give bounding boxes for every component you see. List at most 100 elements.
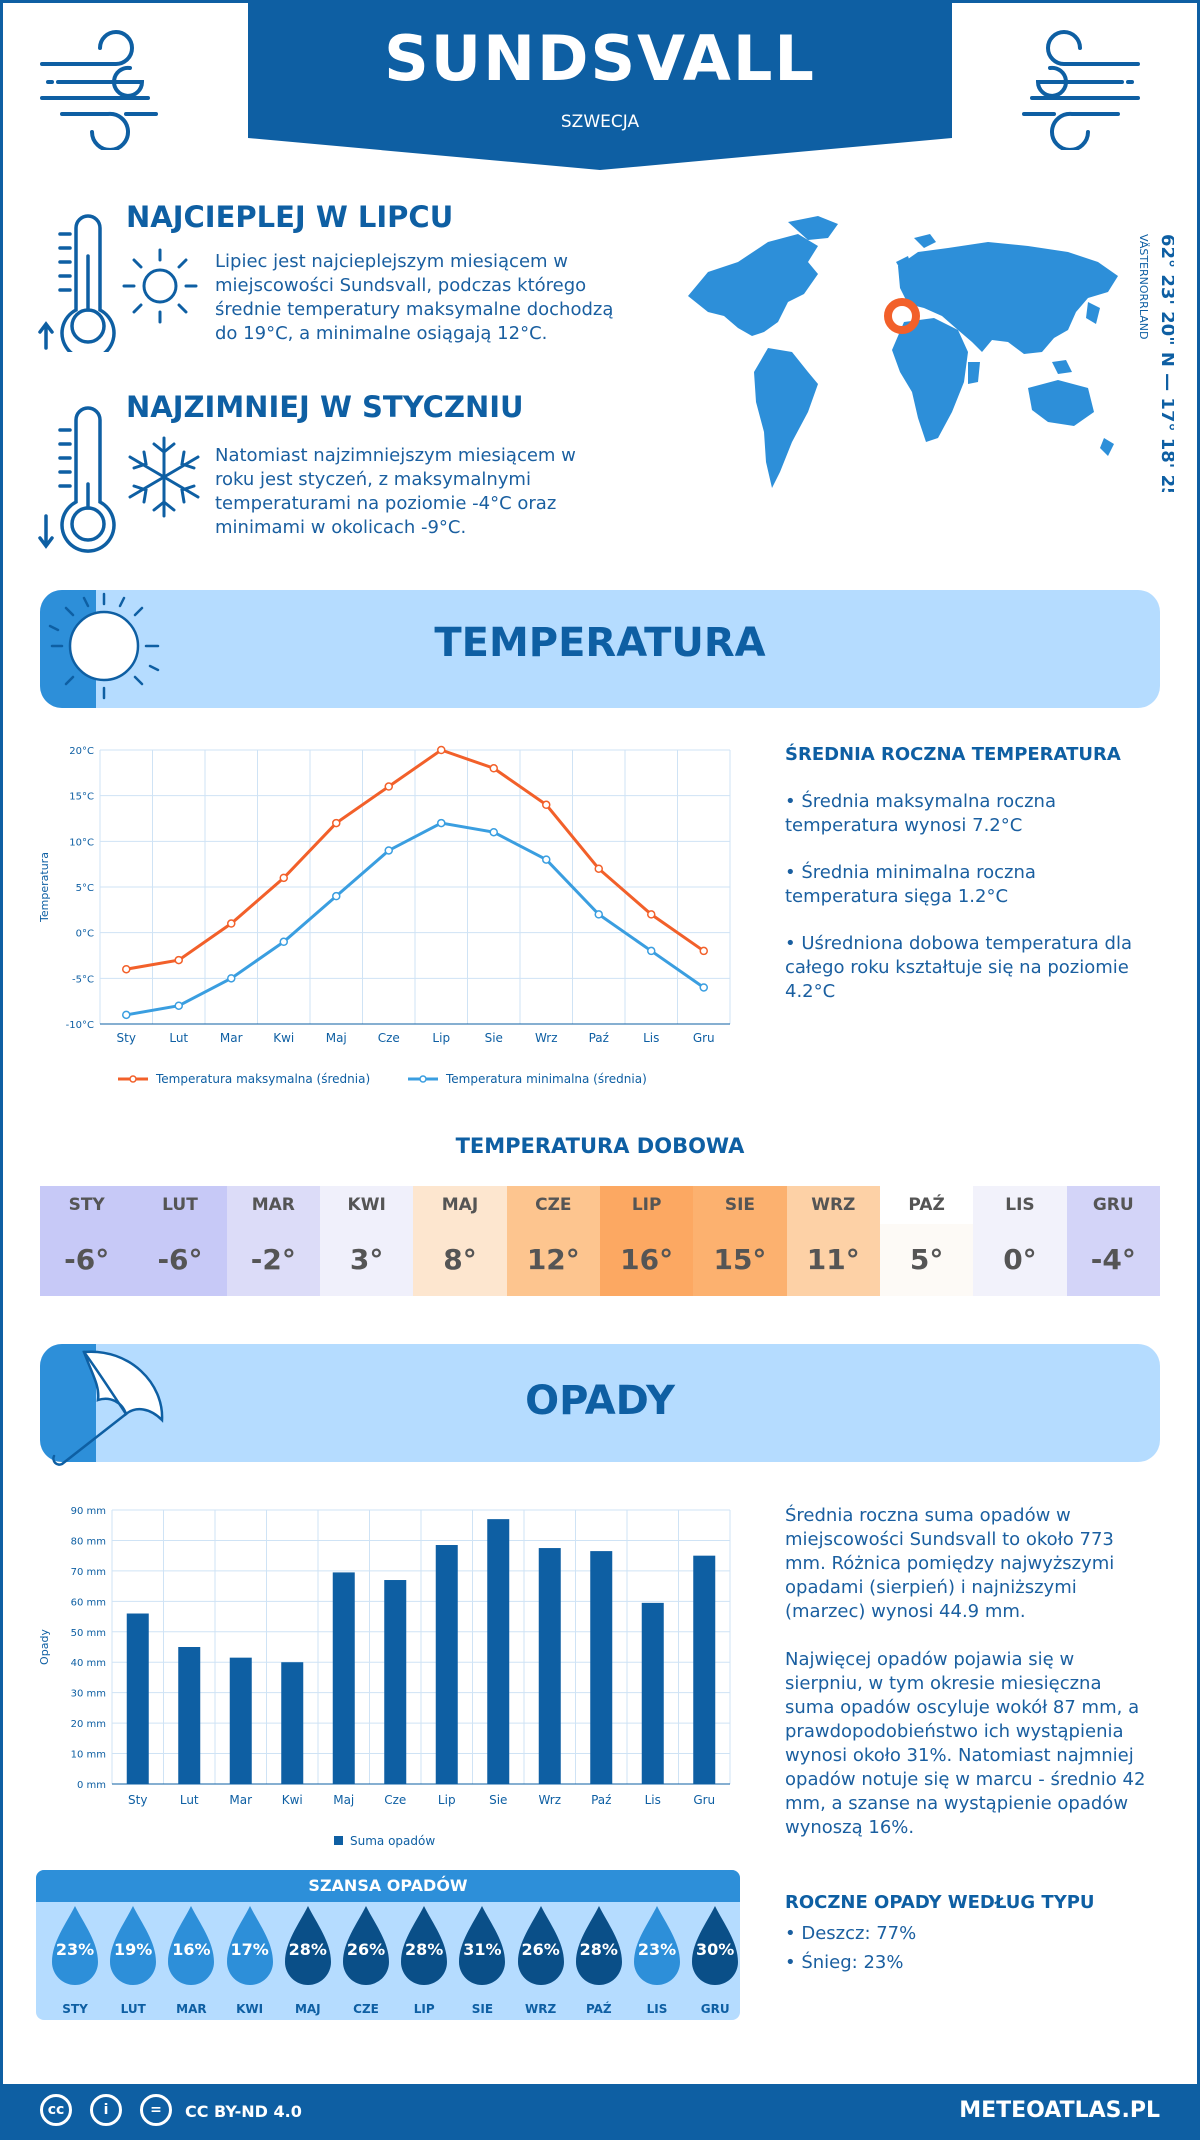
daily-temp-value: -6° [133,1224,227,1296]
daily-temp-value: 16° [599,1224,694,1296]
precipitation-bar [590,1551,613,1784]
precipitation-chance-drop: 31% SIE [455,1902,509,2016]
daily-temp-cell: STY -6° [40,1186,134,1296]
x-tick-label: Lip [432,1031,450,1045]
precipitation-chance-drop: 28% LIP [397,1902,451,2016]
y-tick-label: 5°C [76,883,94,894]
daily-temp-cell: PAŹ 5° [879,1186,974,1296]
x-tick-label: Gru [693,1793,715,1807]
y-tick-label: 80 mm [71,1536,106,1547]
x-tick-label: Kwi [273,1031,294,1045]
precipitation-bar [435,1545,458,1784]
legend-label: Temperatura minimalna (średnia) [445,1072,647,1086]
precipitation-chance-drop: 16% MAR [164,1902,218,2016]
temperature-point [227,974,236,983]
precipitation-chance-panel: SZANSA OPADÓW 23% STY 19% LUT 16% MAR 17% KWI 28… [36,1870,740,2020]
temperature-point [594,864,603,873]
y-tick-label: 15°C [69,792,94,803]
daily-temp-cell: KWI 3° [319,1186,414,1296]
precipitation-chance-value: 30% [696,1940,735,1959]
x-tick-label: Lis [645,1793,661,1807]
x-tick-label: Maj [326,1031,347,1045]
daily-temp-cell: LIS 0° [973,1186,1067,1296]
x-tick-label: Lut [180,1793,199,1807]
precipitation-chance-month: PAŹ [585,2002,612,2016]
precipitation-chance-value: 26% [346,1940,386,1959]
daily-temp-month: WRZ [786,1186,880,1224]
precipitation-band [40,1344,1160,1462]
daily-temp-value: -2° [226,1224,320,1296]
temperature-stat-min: • Średnia minimalna roczna temperatura s… [785,862,1036,907]
precipitation-chance-value: 19% [114,1940,153,1959]
license-text: CC BY-ND 4.0 [185,2102,302,2121]
y-tick-label: 40 mm [71,1658,106,1669]
precipitation-chance-drop: 17% KWI [223,1902,277,2016]
temperature-point [699,983,708,992]
world-map [688,216,1118,488]
legend-label: Suma opadów [350,1834,435,1848]
temperature-point [647,946,656,956]
site-link[interactable]: METEOATLAS.PL [959,2098,1160,2123]
daily-temp-value: 5° [879,1224,974,1296]
daily-temp-cell: WRZ 11° [786,1186,880,1296]
precipitation-bar [178,1647,201,1784]
precipitation-bar [641,1602,664,1784]
daily-temp-cell: LUT -6° [133,1186,227,1296]
daily-temp-value: 3° [319,1224,414,1296]
precipitation-chance-month: GRU [700,2002,730,2016]
daily-temp-cell: GRU -4° [1066,1186,1160,1296]
precipitation-chance-drop: 30% GRU [688,1902,742,2016]
x-tick-label: Sty [128,1793,147,1807]
umbrella-icon [52,1350,164,1466]
raindrop-icon [110,1906,157,1985]
temperature-band [40,590,1160,708]
daily-temp-month: LIP [599,1186,694,1224]
temperature-point [384,782,393,791]
daily-temp-cell: CZE 12° [506,1186,600,1296]
precipitation-chance-month: LUT [120,2002,146,2016]
x-tick-label: Sie [485,1031,503,1045]
daily-temp-value: 0° [973,1224,1067,1296]
thermometer-cold-icon [38,406,116,553]
snowflake-icon [128,436,200,518]
precipitation-chance-month: LIS [646,2002,668,2016]
precipitation-chance-month: MAR [176,2002,207,2016]
daily-temp-month: MAJ [413,1186,507,1224]
precipitation-chance-value: 23% [55,1940,95,1959]
temperature-point [542,800,551,810]
coldest-text: Natomiast najzimniejszym miesiącem w rok… [215,445,576,538]
precipitation-chance-drop: 19% LUT [106,1902,160,2016]
daily-temp-value: 15° [693,1224,787,1296]
precipitation-chance-value: 16% [172,1940,211,1959]
y-tick-label: -5°C [72,974,94,985]
x-tick-label: Paź [589,1031,609,1045]
y-tick-label: 60 mm [71,1597,106,1608]
region-text: VÄSTERNORRLAND [1137,234,1150,339]
precipitation-bar [281,1662,304,1784]
y-tick-label: 50 mm [71,1628,106,1639]
location-marker [884,298,920,334]
warmest-title: NAJCIEPLEJ W LIPCU [126,200,454,234]
y-tick-label: 30 mm [71,1689,106,1700]
daily-temp-month: STY [40,1186,134,1224]
raindrop-icon [284,1906,331,1985]
precipitation-chance-value: 28% [579,1940,618,1959]
precipitation-bar [538,1548,561,1784]
x-tick-label: Lut [169,1031,188,1045]
raindrop-icon [634,1906,680,1985]
y-tick-label: 0°C [76,929,94,940]
precipitation-chance-drop: 26% CZE [339,1902,393,2016]
daily-temp-value: 8° [413,1224,507,1296]
daily-temperature-title: TEMPERATURA DOBOWA [455,1134,745,1158]
temperature-point [122,964,131,974]
no-derivatives-icon: = [140,2094,172,2126]
precipitation-chance-drop: 28% PAŹ [572,1902,626,2016]
wind-icon-right [1022,30,1140,150]
coordinates-text: 62° 23' 20" N — 17° 18' 25" E [1157,234,1174,492]
raindrop-icon [226,1906,273,1985]
temperature-point [174,955,183,965]
temperature-point [437,818,446,828]
precipitation-type-snow: • Śnieg: 23% [785,1952,904,1973]
daily-temp-month: LIS [973,1186,1067,1224]
precipitation-chance-month: SIE [471,2002,494,2016]
